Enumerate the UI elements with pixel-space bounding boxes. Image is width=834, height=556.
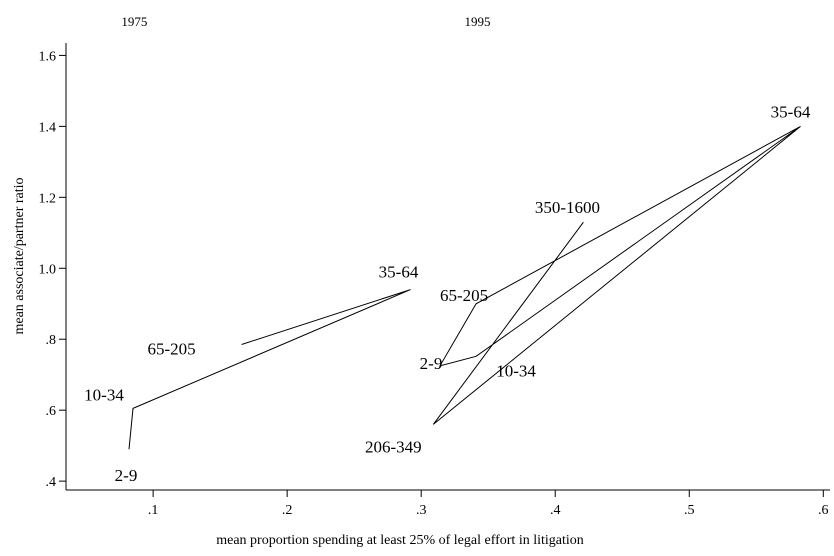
y-tick-label: 1.0: [39, 262, 57, 277]
axes: [65, 43, 830, 491]
point-label: 10-34: [496, 361, 536, 380]
y-axis-title: mean associate/partner ratio: [12, 177, 27, 334]
x-tick-label: .1: [148, 503, 159, 518]
x-tick-label: .6: [818, 503, 829, 518]
y-axis-ticks: .4 .6 .8 1.0 1.2 1.4 1.6: [39, 49, 66, 490]
y-tick-label: .6: [46, 404, 57, 419]
x-tick-label: .4: [550, 503, 561, 518]
series-line-1995: [432, 125, 801, 425]
point-label: 65-205: [440, 286, 488, 305]
point-labels: 2-9 10-34 35-64 65-205 350-1600 206-349 35-64 6…: [84, 102, 811, 485]
point-label: 35-64: [771, 102, 811, 121]
y-tick-label: 1.4: [39, 120, 57, 135]
point-label: 2-9: [420, 354, 443, 373]
y-tick-label: 1.6: [39, 49, 57, 64]
point-label: 35-64: [379, 263, 419, 282]
point-label: 2-9: [115, 466, 138, 485]
point-label: 206-349: [365, 437, 422, 456]
period-labels: 1975 1995: [121, 14, 490, 29]
x-tick-label: .5: [684, 503, 695, 518]
y-tick-label: 1.2: [39, 191, 57, 206]
period-label: 1995: [464, 14, 490, 29]
series-line-1975: [128, 289, 411, 450]
x-tick-label: .3: [416, 503, 427, 518]
point-label: 10-34: [84, 385, 124, 404]
point-label: 65-205: [148, 340, 196, 359]
y-tick-label: .8: [46, 333, 57, 348]
x-tick-label: .2: [282, 503, 293, 518]
x-axis-title: mean proportion spending at least 25% of…: [216, 533, 584, 548]
period-label: 1975: [121, 14, 147, 29]
y-tick-label: .4: [46, 475, 57, 490]
x-axis-ticks: .1 .2 .3 .4 .5 .6: [148, 490, 829, 518]
point-label: 350-1600: [535, 198, 600, 217]
series-layer: [128, 125, 801, 450]
